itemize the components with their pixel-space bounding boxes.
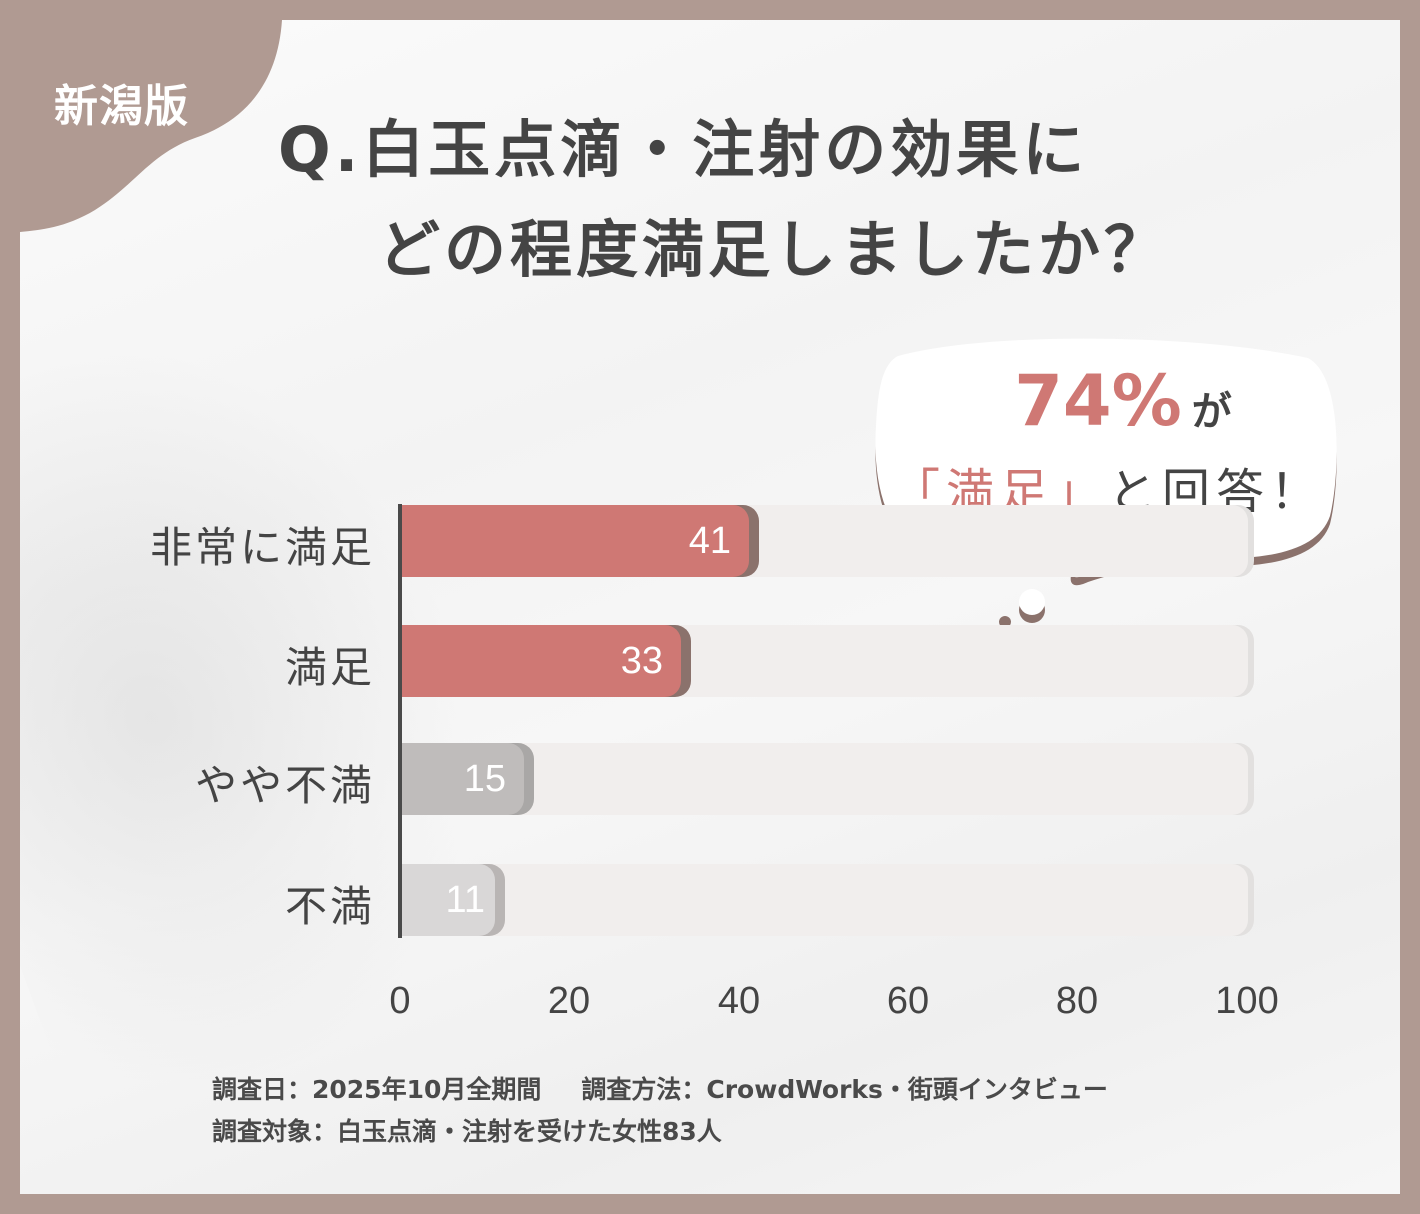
bar-dissatisfied: 11 <box>402 864 495 936</box>
bar-track <box>402 864 1248 936</box>
bar-value-label: 11 <box>445 878 485 921</box>
bar-satisfied: 33 <box>402 625 681 697</box>
y-axis-line <box>398 504 402 938</box>
x-tick: 40 <box>717 980 761 1022</box>
x-tick: 0 <box>389 980 411 1022</box>
x-tick: 20 <box>547 980 591 1022</box>
bar-value-label: 41 <box>688 519 731 562</box>
x-tick: 60 <box>886 980 930 1022</box>
survey-info-line-1: 調査日：2025年10月全期間 調査方法：CrowdWorks・街頭インタビュー <box>212 1070 1108 1106</box>
x-tick: 100 <box>1215 980 1279 1022</box>
category-label: 不満 <box>284 882 375 931</box>
infographic-card: 新潟版 <box>20 20 1400 1194</box>
title-line-2: どの程度満足しましたか？ <box>378 213 1171 286</box>
survey-method: 調査方法：CrowdWorks・街頭インタビュー <box>581 1075 1108 1104</box>
bar-track <box>402 743 1248 815</box>
callout-particle: が <box>1191 389 1232 435</box>
edition-badge: 新潟版 <box>54 81 189 132</box>
callout-text: 74% が 「満足」と回答！ <box>868 356 1338 527</box>
survey-date: 調査日：2025年10月全期間 <box>212 1075 542 1104</box>
category-label: 満足 <box>284 643 375 692</box>
corner-decoration <box>20 20 282 232</box>
bar-somewhat-dissatisfied: 15 <box>402 743 524 815</box>
category-label: やや不満 <box>194 761 375 810</box>
bar-value-label: 15 <box>463 757 506 800</box>
category-label: 非常に満足 <box>149 523 375 572</box>
x-tick: 80 <box>1055 980 1099 1022</box>
callout-percent: 74% <box>1014 360 1182 442</box>
survey-target: 調査対象：白玉点滴・注射を受けた女性83人 <box>212 1117 722 1146</box>
bar-very-satisfied: 41 <box>402 505 749 577</box>
title-line-1: Q.白玉点滴・注射の効果に <box>278 113 1089 186</box>
bar-value-label: 33 <box>620 639 663 682</box>
callout-line-1: 74% が <box>868 356 1338 457</box>
chart-title: Q.白玉点滴・注射の効果に どの程度満足しましたか？ <box>278 100 1170 300</box>
